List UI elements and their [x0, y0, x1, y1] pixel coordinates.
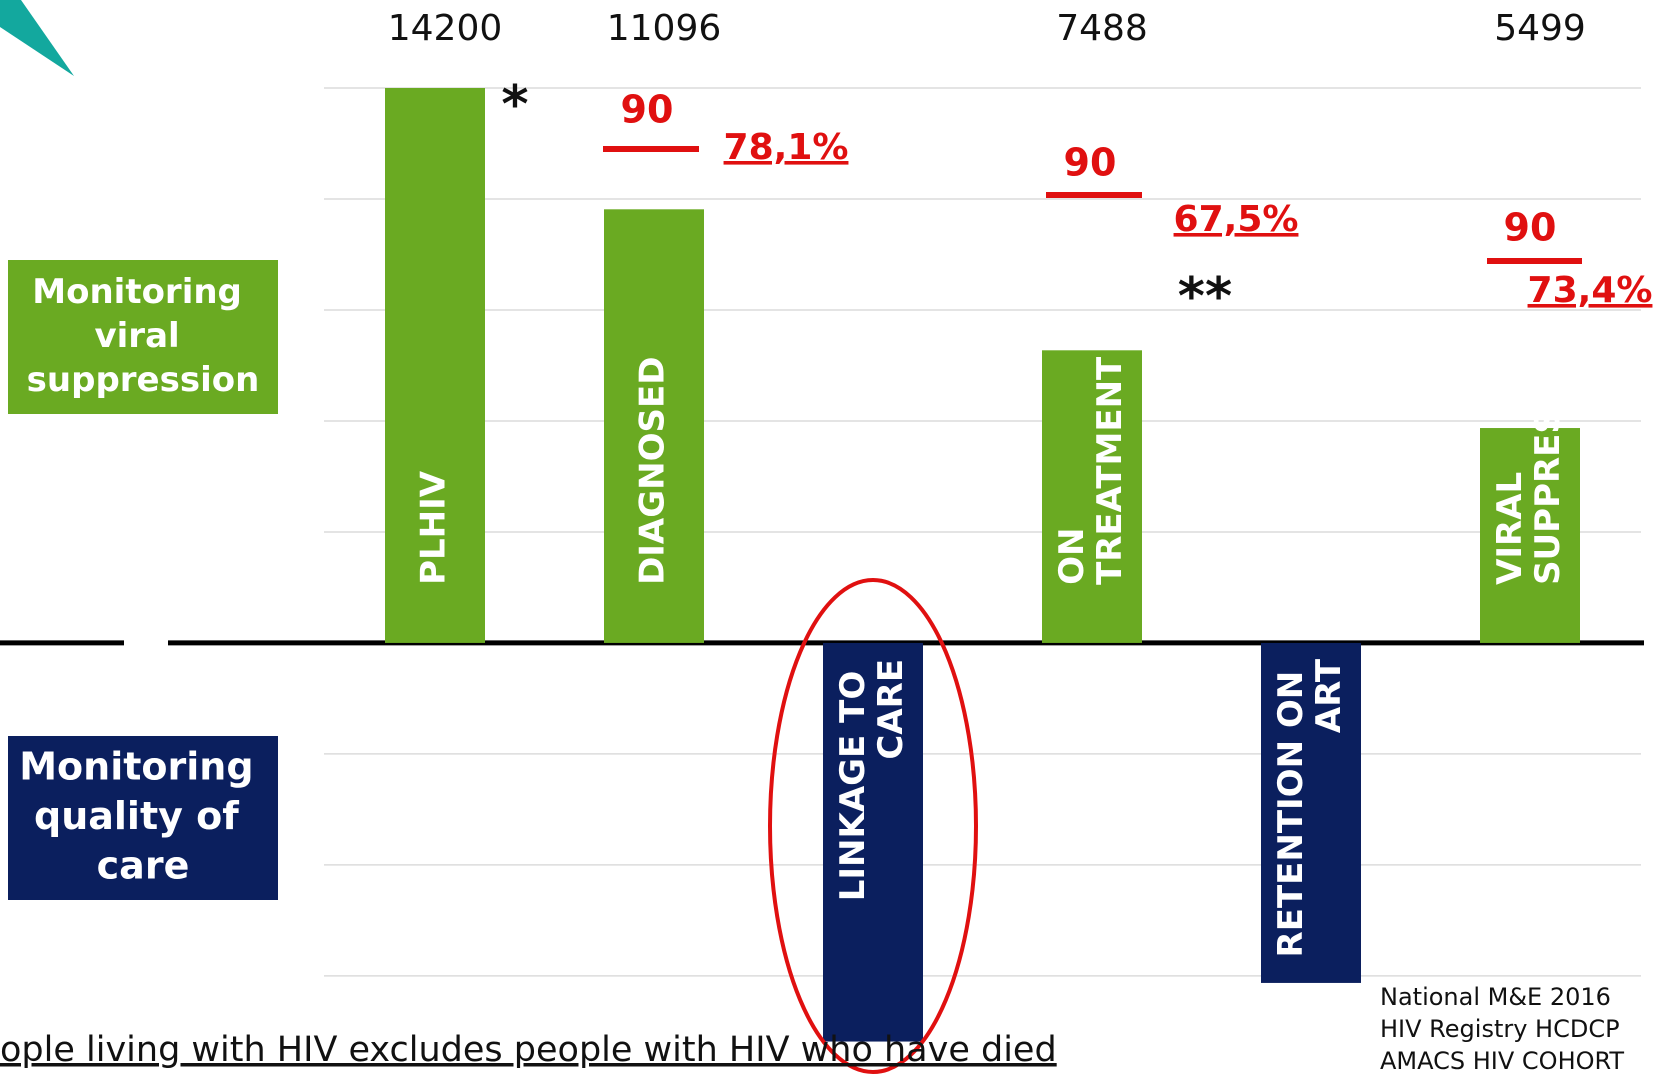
highlight-ellipse: [768, 578, 978, 1074]
bars: PLHIV 14200 DIAGNOSED 11096 LINKAGE TO CARE O…: [385, 8, 1586, 1042]
bar-label: PLHIV: [414, 470, 454, 585]
side-box-navy: [8, 736, 278, 900]
annotation: 73,4%: [1528, 270, 1653, 311]
source: AMACS HIV COHORT: [1380, 1047, 1624, 1074]
bar-label: VIRAL SUPPRESSION: [1490, 316, 1568, 585]
side-label: Monitoring viral suppression: [27, 271, 260, 399]
white-block: [124, 621, 168, 704]
side-label: Monitoring quality of care: [19, 744, 267, 887]
annotation: **: [1178, 267, 1232, 327]
annotation: 90: [621, 88, 674, 132]
annotation: 78,1%: [724, 127, 849, 168]
bar-label: RETENTION ON ART: [1271, 658, 1349, 957]
footnote: ople living with HIV excludes people wit…: [0, 1030, 1057, 1070]
corner-decoration: [0, 0, 74, 76]
value-label: 5499: [1494, 8, 1586, 49]
bar: [604, 209, 704, 643]
bar: [1261, 642, 1361, 983]
bar: [1042, 350, 1142, 643]
bar: [823, 642, 923, 1042]
source: National M&E 2016: [1380, 983, 1611, 1011]
annotation: 90: [1504, 206, 1557, 250]
value-label: 7488: [1056, 8, 1148, 49]
source: HIV Registry HCDCP: [1380, 1015, 1620, 1043]
side-box-green: [8, 260, 278, 414]
bar-label: DIAGNOSED: [633, 357, 673, 585]
annotation: 67,5%: [1174, 199, 1299, 240]
annotation: *: [501, 75, 528, 135]
bar-label: ON TREATMENT: [1052, 356, 1130, 585]
value-label: 14200: [388, 8, 503, 49]
value-label: 11096: [607, 8, 722, 49]
bar: [1480, 428, 1580, 643]
bar: [385, 88, 485, 643]
grid: [0, 87, 1644, 977]
annotation: 90: [1064, 141, 1117, 185]
bar-label: LINKAGE TO CARE: [833, 659, 911, 901]
